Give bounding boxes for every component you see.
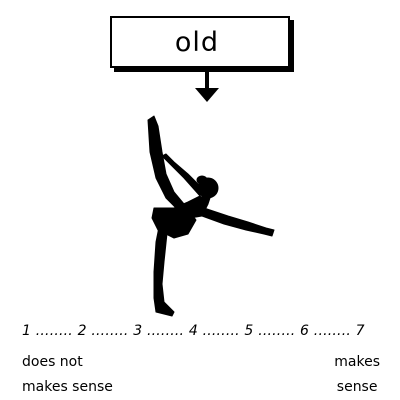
- scale-low-label-line1: does not: [22, 354, 83, 370]
- prompt-word: old: [174, 26, 220, 58]
- scale-high-anchor: makes sense: [334, 350, 380, 400]
- scale-low-label-line2: makes sense: [22, 379, 113, 395]
- ballet-dancer-silhouette-icon: [147, 115, 275, 317]
- scale-high-label-line2: sense: [336, 379, 378, 395]
- word-box: old: [110, 16, 290, 68]
- scale-high-label-line1: makes: [334, 354, 380, 370]
- rating-scale: 1 ........ 2 ........ 3 ........ 4 .....…: [22, 323, 365, 339]
- scale-low-anchor: does not makes sense: [22, 350, 113, 400]
- down-arrow-icon: [195, 68, 219, 102]
